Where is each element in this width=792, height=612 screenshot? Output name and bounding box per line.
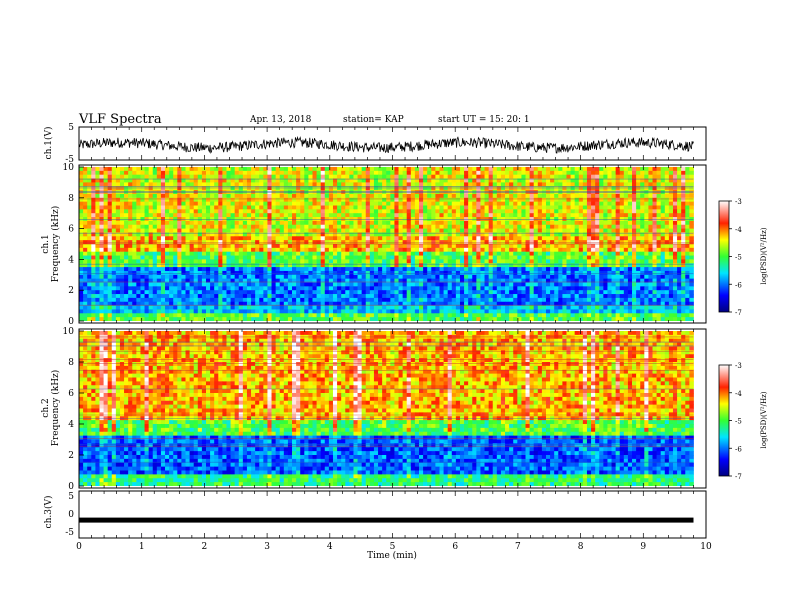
ch1-spec-y-tick-6: 6	[68, 225, 74, 235]
x-tick-5: 5	[390, 542, 396, 552]
ch1-spec-label-line1: ch.1	[41, 234, 51, 253]
ch1-y-tick-bottom: -5	[65, 155, 74, 165]
ch1-y-label: ch.1(V)	[43, 127, 54, 160]
station-label: station= KAP	[343, 115, 404, 125]
ch2-colorbar: -3 -4 -5 -6 -7 log(PSD)(V²/Hz)	[718, 362, 768, 481]
x-axis-label: Time (min)	[367, 550, 417, 561]
ch1-y-tick-top: 5	[68, 123, 74, 133]
x-tick-2: 2	[202, 542, 208, 552]
ch1-spectrogram-image	[79, 167, 694, 321]
ch1-spectrogram-panel: ch.1 Frequency (kHz) 0 2 4 6 8 10 -3 -4 -5 -6 -7 …	[41, 163, 768, 327]
x-tick-7: 7	[515, 542, 521, 552]
x-tick-0: 0	[76, 542, 82, 552]
date-label: Apr. 13, 2018	[250, 115, 312, 125]
x-tick-6: 6	[452, 542, 458, 552]
x-tick-4: 4	[327, 542, 333, 552]
ch2-colorbar-tick--5: -5	[735, 418, 742, 426]
ch1-spec-y-tick-8: 8	[68, 194, 74, 204]
ch1-colorbar-tick--4: -4	[735, 226, 742, 234]
plot-title: VLF Spectra	[79, 112, 162, 127]
ch3-waveform-trace	[79, 517, 694, 523]
ch2-colorbar-tick--6: -6	[735, 445, 742, 453]
ch1-colorbar-tick--3: -3	[735, 198, 742, 206]
time-axis-ticks: 0 1 2 3 4 5 6 7 8 9 10	[76, 127, 712, 552]
x-tick-10: 10	[700, 542, 712, 552]
ch2-spectrogram-panel: ch.2 Frequency (kHz) 0 2 4 6 8 10 -3 -4 -5 -6 -7 …	[41, 327, 768, 492]
ch2-colorbar-label: log(PSD)(V²/Hz)	[760, 391, 768, 448]
ch2-spec-label-line2: Frequency (kHz)	[50, 370, 61, 447]
ch1-spec-label-line2: Frequency (kHz)	[50, 206, 61, 283]
ch1-spec-y-tick-2: 2	[68, 286, 74, 296]
ch1-waveform-panel: ch.1(V) 5 -5	[43, 123, 707, 165]
ch3-y-tick-top: 5	[68, 492, 74, 502]
ch3-y-label: ch.3(V)	[43, 496, 54, 529]
x-tick-9: 9	[640, 542, 646, 552]
ch2-spec-yticks: 0 2 4 6 8 10	[63, 327, 84, 492]
ch1-colorbar-tick--6: -6	[735, 281, 742, 289]
ch1-waveform-trace	[78, 135, 694, 154]
ch2-spectrogram-image	[79, 331, 694, 486]
start-time-label: start UT = 15: 20: 1	[438, 115, 530, 125]
ch1-spec-y-tick-4: 4	[68, 255, 74, 265]
ch3-y-tick-bottom: -5	[65, 528, 74, 538]
ch2-spec-y-tick-10: 10	[63, 327, 75, 337]
ch2-spec-y-tick-6: 6	[68, 389, 74, 399]
ch2-colorbar-tick--7: -7	[735, 473, 742, 481]
ch2-spec-y-tick-0: 0	[68, 482, 74, 492]
x-tick-8: 8	[578, 542, 584, 552]
ch2-spec-y-tick-2: 2	[68, 451, 74, 461]
ch1-spec-y-tick-10: 10	[63, 163, 75, 173]
ch3-waveform-panel: ch.3(V) 5 0 -5	[43, 490, 707, 539]
ch2-colorbar-tick--3: -3	[735, 362, 742, 370]
ch1-colorbar-tick--7: -7	[735, 309, 742, 317]
x-tick-3: 3	[264, 542, 270, 552]
ch2-spec-y-tick-4: 4	[68, 420, 74, 430]
ch1-spec-yticks: 0 2 4 6 8 10	[63, 163, 84, 327]
x-tick-1: 1	[139, 542, 145, 552]
ch1-spec-y-tick-0: 0	[68, 317, 74, 327]
ch2-spec-label-line1: ch.2	[41, 398, 51, 417]
ch2-colorbar-tick--4: -4	[735, 390, 742, 398]
ch1-colorbar: -3 -4 -5 -6 -7 log(PSD)(V²/Hz)	[718, 198, 768, 317]
ch1-colorbar-tick--5: -5	[735, 254, 742, 262]
ch1-colorbar-label: log(PSD)(V²/Hz)	[760, 227, 768, 284]
ch3-y-tick-mid: 0	[68, 510, 74, 520]
ch2-spec-y-tick-8: 8	[68, 358, 74, 368]
